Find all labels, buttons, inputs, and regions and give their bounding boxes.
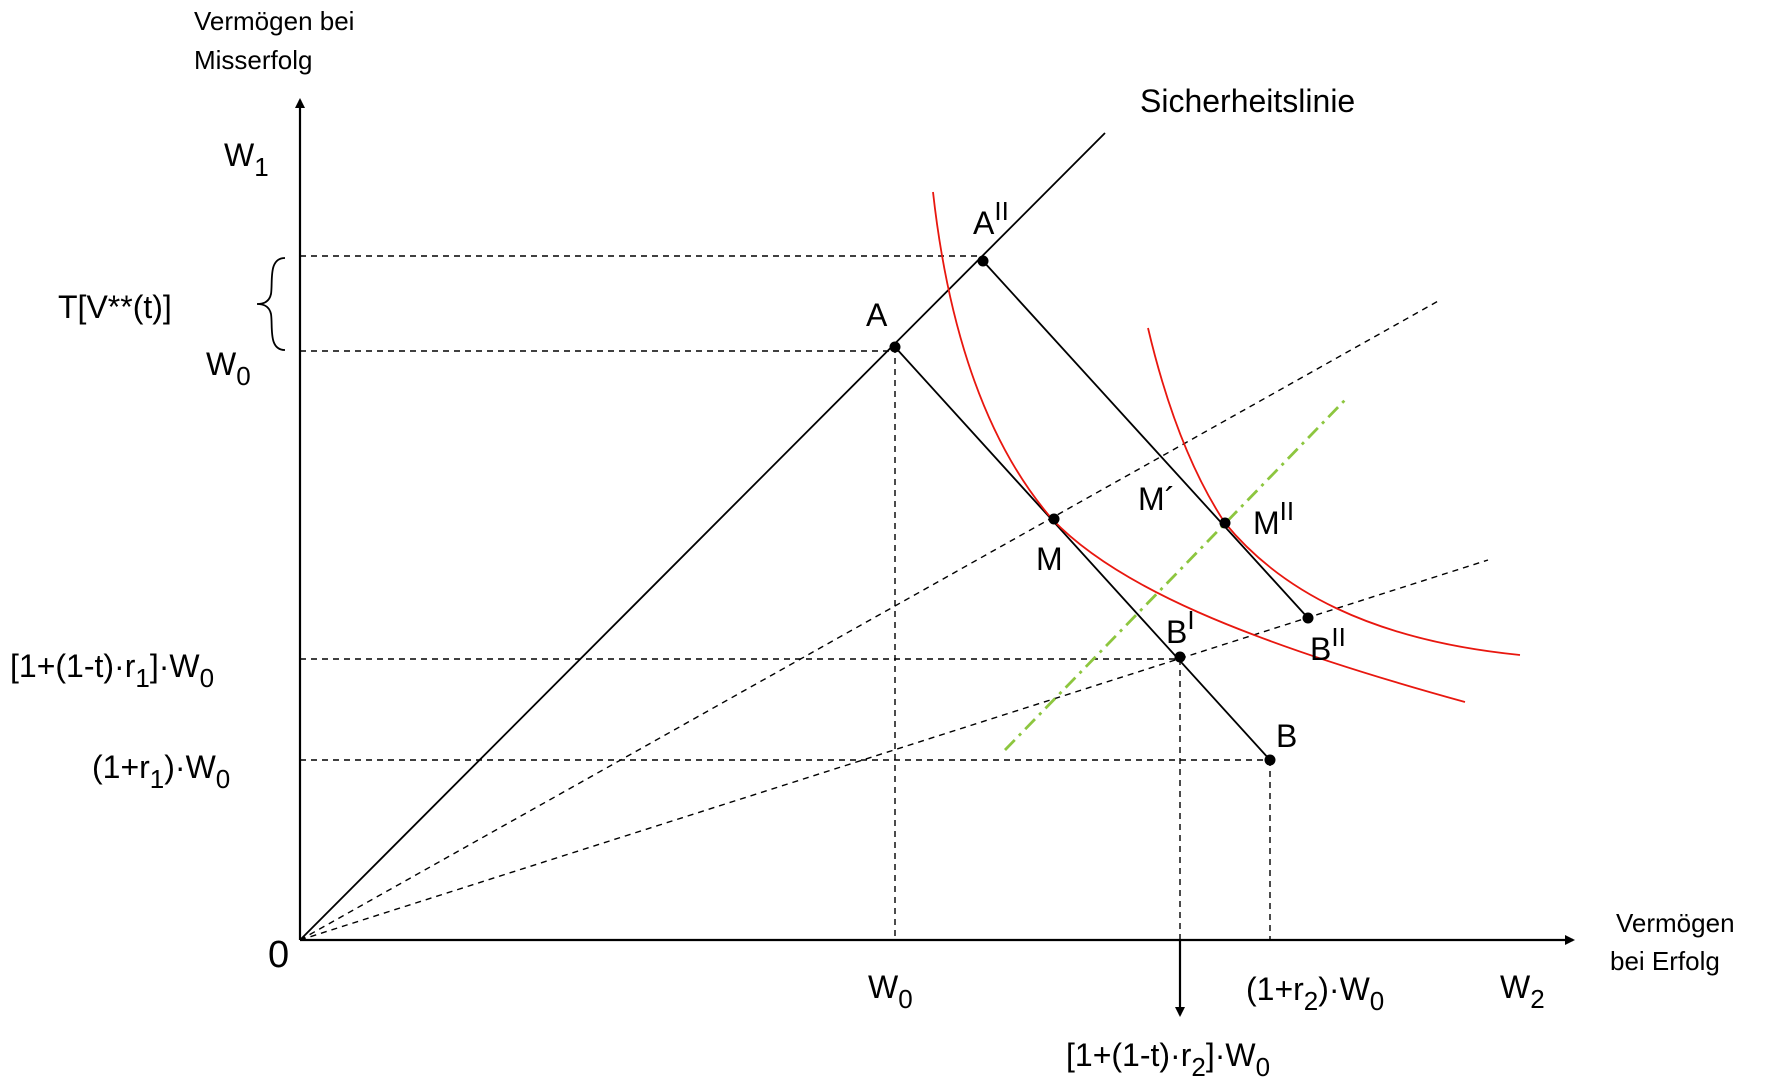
point-A [889, 341, 901, 353]
ray-through-B1 [299, 559, 1489, 941]
budget-line-A2B2 [982, 260, 1309, 619]
point-B2 [1302, 612, 1314, 624]
safety-line [299, 132, 1106, 941]
budget-line-AB [894, 346, 1271, 761]
label-B: B [1276, 718, 1297, 754]
x-gross-return-label: (1+r2)·W0 [1246, 971, 1384, 1016]
indifference-curve-1 [932, 191, 1466, 703]
x-axis-title-line2: bei Erfolg [1610, 946, 1720, 976]
tax-brace [256, 257, 286, 351]
point-A2 [977, 255, 989, 267]
x-after-tax-return-label: [1+(1-t)·r2]·W0 [1066, 1037, 1270, 1082]
origin-label: 0 [268, 934, 289, 976]
y-gross-return-label: (1+r1)·W0 [92, 749, 230, 794]
label-A2: AII [973, 196, 1009, 241]
label-M: M [1036, 541, 1063, 577]
y-symbol: W1 [224, 137, 269, 182]
expansion-path [1003, 399, 1347, 751]
safety-line-label: Sicherheitslinie [1140, 83, 1355, 119]
point-M2 [1219, 517, 1231, 529]
y-axis-title-line2: Misserfolg [194, 45, 312, 75]
label-M2: MII [1253, 496, 1294, 541]
tax-bracket-label: T[V**(t)] [58, 289, 172, 325]
label-B2: BII [1310, 622, 1346, 667]
y-after-tax-return-label: [1+(1-t)·r1]·W0 [10, 648, 214, 693]
x-symbol: W2 [1500, 969, 1545, 1014]
label-B1: BI [1166, 605, 1195, 650]
label-A: A [866, 297, 888, 333]
point-M [1048, 513, 1060, 525]
point-B1 [1174, 651, 1186, 663]
x-axis-title-line1: Vermögen [1616, 908, 1735, 938]
y-axis-title-line1: Vermögen bei [194, 6, 354, 36]
label-M-prime: M´ [1138, 481, 1175, 517]
x-w0-label: W0 [868, 969, 913, 1014]
point-B [1264, 754, 1276, 766]
indifference-curve-2 [1147, 327, 1521, 656]
ray-through-M [299, 299, 1441, 941]
y-w0-label: W0 [206, 346, 251, 391]
